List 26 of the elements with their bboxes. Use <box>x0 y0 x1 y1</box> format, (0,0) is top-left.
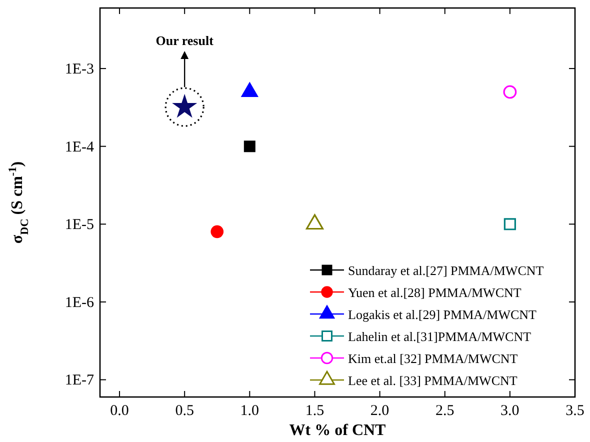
point <box>504 218 516 230</box>
point <box>241 82 258 98</box>
annotation: Our result <box>156 33 214 48</box>
y-tick-label: 1E-5 <box>64 217 94 234</box>
y-tick-label: 1E-7 <box>64 372 94 389</box>
legend-label: Yuen et al.[28] PMMA/MWCNT <box>348 285 522 300</box>
y-tick-label: 1E-4 <box>64 139 94 156</box>
point <box>210 225 224 238</box>
x-tick-label: 0.0 <box>110 403 129 419</box>
x-tick-label: 3.5 <box>566 403 584 419</box>
y-tick-label: 1E-6 <box>64 294 94 311</box>
legend-label: Sundaray et al.[27] PMMA/MWCNT <box>348 263 544 278</box>
x-tick-label: 2.0 <box>370 403 390 419</box>
x-axis-title: Wt % of CNT <box>289 422 386 439</box>
x-tick-label: 0.5 <box>175 403 194 419</box>
legend-label: Lee et al. [33] PMMA/MWCNT <box>348 373 518 388</box>
y-tick-label: 1E-3 <box>64 62 94 78</box>
point <box>244 140 256 152</box>
legend-label: Lahelin et al.[31]PMMA/MWCNT <box>348 329 532 344</box>
point <box>503 85 517 99</box>
x-tick-label: 1.0 <box>240 403 260 419</box>
x-tick-label: 3.0 <box>500 403 520 419</box>
x-tick-label: 1.5 <box>305 403 324 419</box>
legend-label: Kim et.al [32] PMMA/MWCNT <box>348 351 518 366</box>
x-tick-label: 2.5 <box>435 403 454 419</box>
legend-label: Logakis et al.[29] PMMA/MWCNT <box>348 307 537 322</box>
